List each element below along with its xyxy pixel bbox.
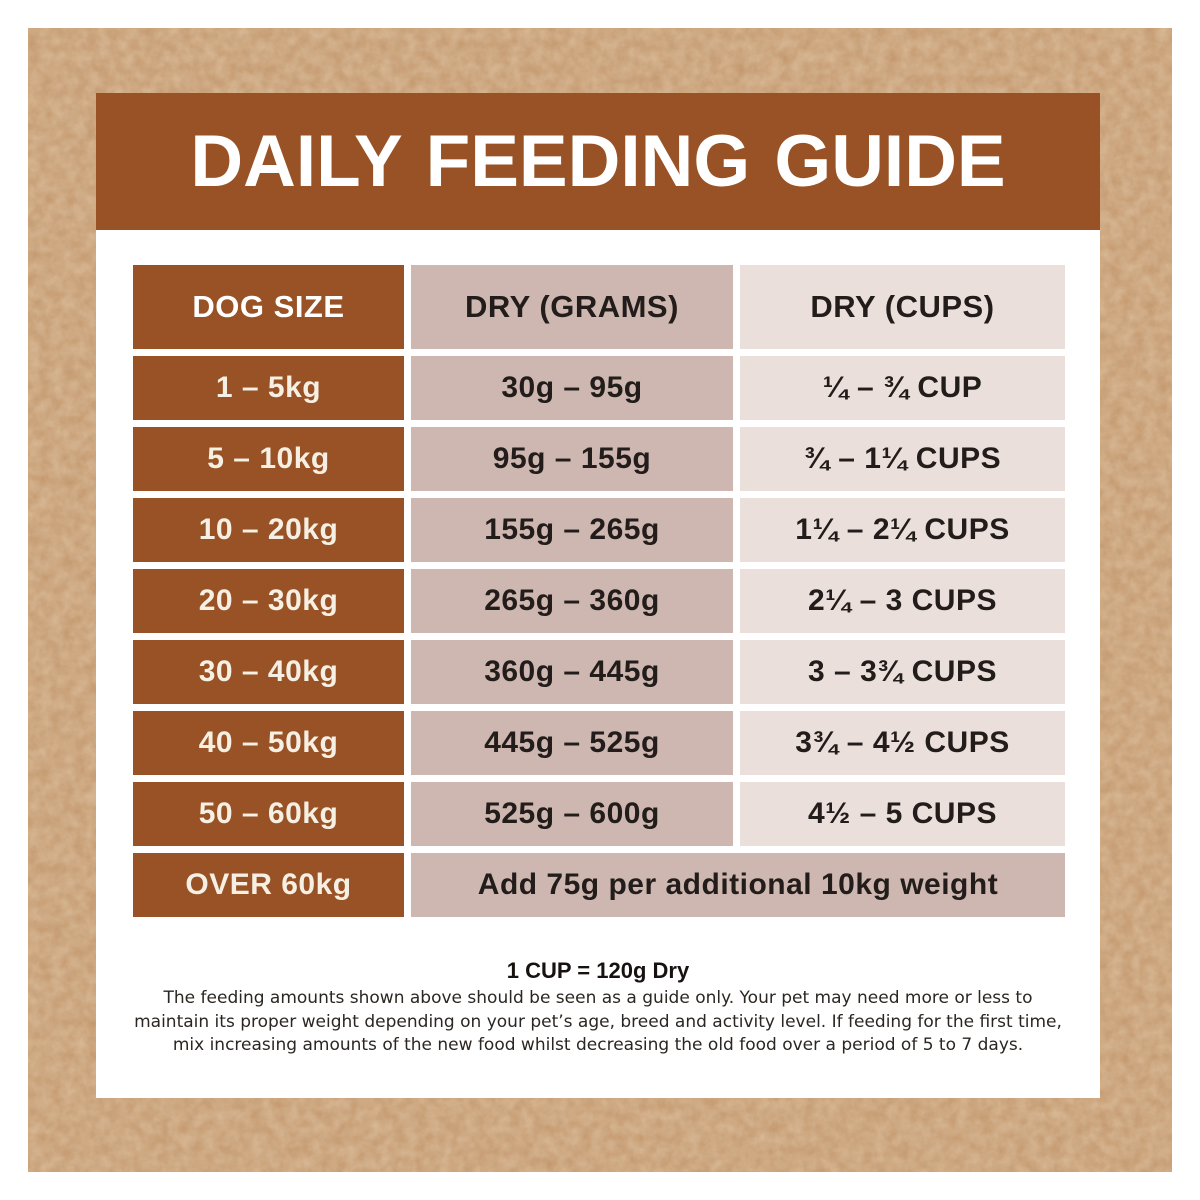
disclaimer-line-1: The feeding amounts shown above should b… [163, 988, 1033, 1008]
dog-size-cell: 10 – 20kg [133, 498, 404, 562]
dry-cups-cell: 3¾ – 4½ CUPS [740, 711, 1065, 775]
feeding-table: DOG SIZE DRY (GRAMS) DRY (CUPS) 1 – 5kg 3… [133, 265, 1065, 917]
dry-grams-cell: 265g – 360g [411, 569, 733, 633]
cup-equivalence-note: 1 CUP = 120g Dry [506, 958, 690, 983]
dog-size-cell: 20 – 30kg [133, 569, 404, 633]
footnotes: 1 CUP = 120g Dry The feeding amounts sho… [96, 957, 1100, 1058]
title-banner: DAILY FEEDING GUIDE [96, 93, 1100, 230]
disclaimer-text: The feeding amounts shown above should b… [96, 987, 1100, 1058]
disclaimer-line-2: maintain its proper weight depending on … [134, 1011, 1062, 1032]
dry-cups-cell: ¼ – ¾ CUP [740, 356, 1065, 420]
column-header-dog-size: DOG SIZE [133, 265, 404, 349]
dry-grams-cell: 525g – 600g [411, 782, 733, 846]
dry-cups-cell: 4½ – 5 CUPS [740, 782, 1065, 846]
dog-size-cell: 1 – 5kg [133, 356, 404, 420]
column-header-dry-grams: DRY (GRAMS) [411, 265, 733, 349]
textured-border-frame: DAILY FEEDING GUIDE DOG SIZE DRY (GRAMS)… [28, 28, 1172, 1172]
dry-cups-cell: 3 – 3¾ CUPS [740, 640, 1065, 704]
dry-grams-cell: 30g – 95g [411, 356, 733, 420]
dry-cups-cell: ¾ – 1¼ CUPS [740, 427, 1065, 491]
dry-grams-cell: 95g – 155g [411, 427, 733, 491]
dry-grams-cell: 445g – 525g [411, 711, 733, 775]
dry-grams-cell: 155g – 265g [411, 498, 733, 562]
disclaimer-line-3: mix increasing amounts of the new food w… [172, 1035, 1024, 1055]
overflow-note-cell: Add 75g per additional 10kg weight [411, 853, 1065, 917]
dog-size-cell: 50 – 60kg [133, 782, 404, 846]
dry-grams-cell: 360g – 445g [411, 640, 733, 704]
dry-cups-cell: 2¼ – 3 CUPS [740, 569, 1065, 633]
dog-size-cell: 30 – 40kg [133, 640, 404, 704]
column-header-dry-cups: DRY (CUPS) [740, 265, 1065, 349]
dog-size-cell: 40 – 50kg [133, 711, 404, 775]
page-title: DAILY FEEDING GUIDE [190, 121, 1006, 202]
dog-size-cell: OVER 60kg [133, 853, 404, 917]
dry-cups-cell: 1¼ – 2¼ CUPS [740, 498, 1065, 562]
dog-size-cell: 5 – 10kg [133, 427, 404, 491]
content-panel: DAILY FEEDING GUIDE DOG SIZE DRY (GRAMS)… [96, 93, 1100, 1098]
